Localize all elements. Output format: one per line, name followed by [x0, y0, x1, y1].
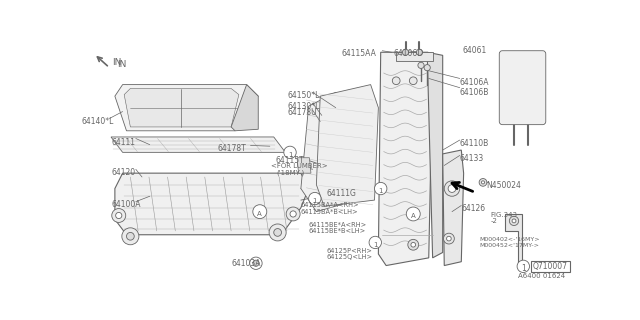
Text: 1: 1	[373, 242, 378, 248]
Circle shape	[122, 228, 139, 245]
Text: 64115BE*B<LH>: 64115BE*B<LH>	[308, 228, 366, 234]
Bar	[531, 261, 570, 272]
Text: 64111: 64111	[111, 138, 135, 147]
Circle shape	[116, 212, 122, 219]
Circle shape	[512, 219, 516, 223]
Text: 1: 1	[521, 264, 525, 273]
Circle shape	[274, 228, 282, 236]
Text: 64115BA*A<RH>: 64115BA*A<RH>	[301, 203, 360, 208]
Text: 64106A: 64106A	[460, 78, 489, 87]
Circle shape	[411, 243, 415, 247]
Circle shape	[444, 181, 460, 196]
Polygon shape	[124, 88, 239, 127]
Circle shape	[369, 236, 381, 249]
Circle shape	[448, 185, 456, 192]
Text: A: A	[411, 213, 415, 219]
Circle shape	[392, 77, 400, 84]
Text: 64130*L: 64130*L	[288, 101, 320, 110]
Text: 64106D: 64106D	[394, 49, 424, 58]
Circle shape	[517, 260, 529, 273]
Text: 64140*L: 64140*L	[81, 117, 114, 126]
Text: 64111G: 64111G	[326, 188, 356, 197]
Circle shape	[447, 236, 451, 241]
Text: A: A	[257, 211, 262, 217]
Circle shape	[253, 260, 259, 266]
Text: 1: 1	[312, 198, 317, 204]
Text: N450024: N450024	[486, 181, 521, 190]
Circle shape	[250, 257, 262, 269]
Circle shape	[424, 65, 430, 71]
Text: 64126: 64126	[461, 204, 485, 213]
Text: A6400 01624: A6400 01624	[518, 273, 564, 279]
Text: 1: 1	[378, 188, 383, 194]
Polygon shape	[297, 158, 311, 173]
Circle shape	[481, 181, 484, 184]
Text: IN: IN	[117, 60, 127, 69]
Circle shape	[374, 182, 387, 195]
Text: 64115AA: 64115AA	[342, 49, 377, 58]
Text: 64061: 64061	[463, 46, 487, 55]
Polygon shape	[378, 52, 433, 266]
Circle shape	[127, 232, 134, 240]
Polygon shape	[115, 84, 259, 131]
Text: 64115BA*B<LH>: 64115BA*B<LH>	[301, 209, 358, 215]
Polygon shape	[301, 92, 348, 212]
Text: M000452<'17MY->: M000452<'17MY->	[479, 243, 539, 248]
Text: <FOR LUMBER>: <FOR LUMBER>	[271, 163, 327, 169]
Text: 64100A: 64100A	[111, 200, 141, 209]
Text: Q710007: Q710007	[533, 262, 568, 271]
Text: FIG.343: FIG.343	[491, 212, 518, 218]
Text: 64110B: 64110B	[460, 139, 489, 148]
Text: 64120: 64120	[111, 168, 135, 177]
Circle shape	[253, 205, 267, 219]
Circle shape	[444, 233, 454, 244]
Polygon shape	[316, 84, 378, 206]
Text: 1: 1	[288, 152, 292, 158]
Bar	[396, 52, 433, 61]
Text: M000402<-'16MY>: M000402<-'16MY>	[479, 237, 540, 242]
Text: 64150*L: 64150*L	[288, 91, 320, 100]
Text: 64133: 64133	[460, 154, 484, 163]
Circle shape	[269, 224, 286, 241]
Text: 64125Q<LH>: 64125Q<LH>	[326, 254, 372, 260]
Text: IN: IN	[113, 58, 122, 67]
Text: -2: -2	[491, 218, 498, 224]
Circle shape	[112, 209, 125, 222]
Polygon shape	[231, 84, 259, 131]
Circle shape	[418, 62, 424, 68]
Polygon shape	[443, 150, 463, 266]
Circle shape	[308, 192, 321, 205]
Circle shape	[410, 77, 417, 84]
Polygon shape	[428, 52, 443, 258]
Circle shape	[286, 207, 300, 221]
Circle shape	[509, 216, 518, 226]
Text: ('18MY-): ('18MY-)	[277, 169, 305, 176]
FancyBboxPatch shape	[499, 51, 546, 124]
Polygon shape	[115, 173, 308, 235]
Circle shape	[284, 146, 296, 158]
Circle shape	[417, 49, 422, 55]
Circle shape	[406, 207, 420, 221]
Polygon shape	[505, 214, 522, 262]
Text: 64178U: 64178U	[288, 108, 317, 117]
Circle shape	[403, 49, 408, 55]
Circle shape	[408, 239, 419, 250]
Circle shape	[290, 211, 296, 217]
Text: 64125P<RH>: 64125P<RH>	[326, 248, 372, 254]
Text: 64178T: 64178T	[218, 144, 246, 153]
Text: 64115BE*A<RH>: 64115BE*A<RH>	[308, 222, 367, 228]
Text: 64106B: 64106B	[460, 88, 489, 97]
Text: 64115T: 64115T	[275, 156, 304, 165]
Circle shape	[479, 179, 487, 186]
Text: 64103A: 64103A	[231, 260, 260, 268]
Polygon shape	[111, 137, 285, 152]
